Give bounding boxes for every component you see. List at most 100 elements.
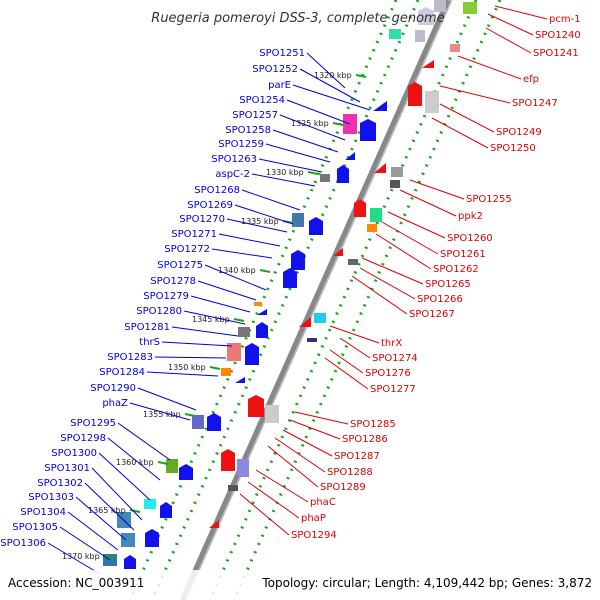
gene-label-left: SPO1258 (225, 125, 271, 136)
gene-label-right: SPO1285 (350, 419, 396, 430)
gene-feature-arrow (221, 449, 235, 471)
leader-line (171, 326, 239, 337)
right-gene-labels: pcm-1 SPO1240 SPO1241 efp SPO1247 SPO1249 SPO1… (239, 5, 581, 541)
leader-line (146, 371, 219, 377)
gene-feature-arrowhead (333, 248, 343, 256)
gene-label-right: SPO1288 (327, 467, 373, 478)
gene-feature-box (320, 174, 330, 182)
gene-feature-box (391, 167, 403, 177)
genome-backbone (179, 0, 453, 600)
leader-line (239, 493, 290, 536)
gene-label-left: aspC-2 (215, 169, 250, 180)
gene-label-right: SPO1262 (433, 264, 479, 275)
gene-feature-arrow (207, 413, 221, 431)
kbp-tick-label: 1365 kbp (88, 506, 126, 515)
dotted-track-line (128, 0, 398, 600)
leader-line (84, 482, 135, 531)
gene-feature-box (221, 368, 231, 376)
kbp-tick-label: 1325 kbp (291, 119, 329, 128)
kbp-tick-label: 1320 kbp (314, 71, 352, 80)
leader-line (399, 189, 457, 217)
leader-line (351, 275, 408, 315)
leader-line (494, 5, 548, 20)
kbp-tick-mark (184, 413, 196, 417)
gene-feature-arrow (256, 322, 268, 338)
gene-feature-arrow (160, 502, 172, 518)
leader-line (67, 511, 119, 551)
leader-line (161, 341, 233, 347)
gene-label-left: SPO1283 (107, 352, 153, 363)
gene-feature-arrow (145, 529, 159, 547)
kbp-tick-label: 1350 kbp (168, 363, 206, 372)
gene-feature-box (425, 91, 439, 113)
gene-feature-box (450, 44, 460, 52)
leader-line (375, 233, 432, 270)
gene-feature-arrow (245, 343, 259, 365)
gene-label-left: SPO1257 (232, 110, 278, 121)
leader-line (190, 295, 251, 313)
gene-label-left: SPO1279 (143, 291, 189, 302)
left-gene-labels: SPO1251 SPO1252 parE SPO1254 SPO1257 SPO1258 S… (0, 48, 371, 575)
gene-label-right: SPO1260 (447, 233, 493, 244)
gene-label-right: SPO1250 (490, 143, 536, 154)
gene-label-left: SPO1300 (51, 448, 97, 459)
gene-feature-arrow (408, 82, 422, 106)
leader-line (234, 204, 294, 225)
leader-line (129, 402, 191, 421)
gene-feature-box (238, 327, 250, 337)
leader-line (409, 179, 465, 200)
leader-line (267, 445, 319, 488)
gene-feature-arrowhead (374, 163, 386, 173)
kbp-tick-label: 1345 kbp (192, 315, 230, 324)
kbp-tick-mark (209, 366, 221, 370)
map-title: Ruegeria pomeroyi DSS-3, complete genome (151, 11, 444, 26)
leader-line (218, 233, 281, 247)
gene-label-right: SPO1240 (535, 30, 581, 41)
gene-feature-box (254, 302, 262, 306)
gene-label-right: SPO1276 (365, 368, 411, 379)
gene-label-left: SPO1275 (157, 260, 203, 271)
leader-line (258, 158, 323, 173)
gene-feature-box (121, 533, 135, 547)
gene-feature-box (390, 180, 400, 188)
leader-line (154, 356, 227, 359)
gene-feature-box (367, 224, 377, 232)
leader-line (289, 419, 341, 440)
gene-feature-box (463, 2, 477, 14)
leader-line (47, 542, 101, 575)
gene-feature-arrow (283, 268, 297, 288)
gene-feature-arrow (354, 199, 366, 217)
gene-feature-arrowhead (209, 520, 219, 528)
gene-label-left: SPO1252 (252, 64, 298, 75)
backbone-shadow (183, 0, 453, 600)
gene-feature-box (227, 343, 241, 361)
gene-label-left: parE (268, 80, 291, 91)
kbp-tick-mark (259, 269, 271, 273)
leader-line (431, 117, 489, 149)
kbp-scale: 1320 kbp 1325 kbp 1330 kbp 1335 kbp 1340 kbp… (62, 71, 367, 561)
leader-line (265, 143, 331, 163)
gene-feature-arrowhead (373, 101, 387, 111)
gene-feature-arrow (309, 217, 323, 235)
gene-label-left: phaZ (102, 398, 128, 409)
dotted-track-line (232, 0, 502, 600)
kbp-tick-label: 1355 kbp (143, 410, 181, 419)
gene-label-right: SPO1249 (496, 127, 542, 138)
gene-label-right: SPO1294 (291, 530, 337, 541)
leader-line (226, 218, 288, 233)
gene-label-left: SPO1278 (150, 276, 196, 287)
leader-line (137, 387, 197, 411)
leader-line (183, 310, 246, 325)
leader-line (324, 357, 369, 390)
leader-line (339, 337, 371, 359)
gene-label-left: SPO1304 (20, 507, 66, 518)
gene-feature-box (370, 208, 382, 222)
gene-label-left: SPO1251 (259, 48, 305, 59)
gene-feature-arrow (291, 250, 305, 270)
gene-feature-box (307, 338, 317, 342)
gene-label-right: SPO1289 (320, 482, 366, 493)
leader-line (294, 411, 349, 425)
leader-line (272, 129, 339, 153)
leader-line (117, 422, 171, 461)
gene-label-right: ppk2 (458, 211, 483, 222)
